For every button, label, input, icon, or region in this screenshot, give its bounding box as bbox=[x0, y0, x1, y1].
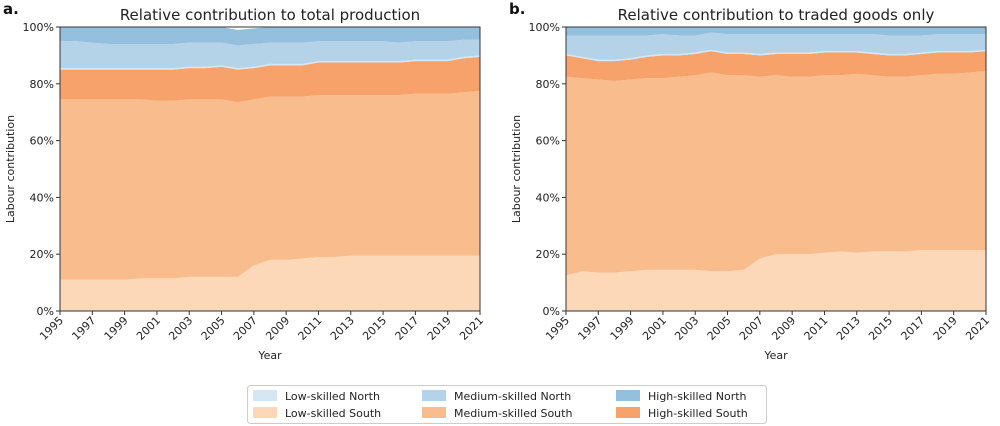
x-tick-label: 2021 bbox=[963, 314, 992, 343]
x-tick-label: 2017 bbox=[393, 314, 422, 343]
legend-swatch-high-skilled-south bbox=[616, 407, 640, 418]
y-tick-label: 60% bbox=[536, 135, 560, 148]
x-tick-label: 2021 bbox=[457, 314, 486, 343]
y-tick-label: 40% bbox=[30, 191, 54, 204]
legend-label: Low-skilled South bbox=[285, 407, 381, 420]
area-medium-skilled-south bbox=[566, 71, 986, 276]
y-tick-label: 80% bbox=[30, 78, 54, 91]
x-tick-label: 2013 bbox=[834, 314, 863, 343]
x-tick-label: 2015 bbox=[866, 314, 895, 343]
area-high-skilled-north bbox=[60, 27, 480, 46]
area-medium-skilled-north bbox=[60, 39, 480, 69]
plot-frame bbox=[565, 26, 987, 312]
area-low-skilled-south bbox=[566, 249, 986, 311]
chart-panel-a: 0%20%40%60%80%100%1995 1997 1999 2001 2003 20… bbox=[3, 0, 486, 362]
x-tick-label: 1997 bbox=[69, 314, 98, 343]
chart-title: Relative contribution to traded goods on… bbox=[618, 6, 935, 24]
x-tick-label: 1999 bbox=[608, 314, 637, 343]
legend-swatch-medium-skilled-north bbox=[422, 390, 446, 401]
y-axis-label: Labour contribution bbox=[510, 115, 523, 223]
area-high-skilled-south bbox=[566, 51, 986, 81]
x-tick-label: 2011 bbox=[802, 314, 831, 343]
x-tick-label: 2019 bbox=[425, 314, 454, 343]
x-tick-label: 2005 bbox=[199, 314, 228, 343]
panel-label: a. bbox=[3, 0, 19, 18]
legend-label: High-skilled South bbox=[648, 407, 748, 420]
area-low-skilled-north bbox=[566, 49, 986, 62]
x-tick-label: 2009 bbox=[769, 314, 798, 343]
x-tick-label: 2001 bbox=[640, 314, 669, 343]
x-tick-label: 2003 bbox=[672, 314, 701, 343]
x-tick-label: 2013 bbox=[328, 314, 357, 343]
x-axis-label: Year bbox=[257, 349, 282, 362]
y-tick-label: 40% bbox=[536, 191, 560, 204]
y-tick-label: 20% bbox=[30, 248, 54, 261]
area-medium-skilled-north bbox=[566, 32, 986, 60]
x-tick-label: 2007 bbox=[737, 314, 766, 343]
legend-swatch-low-skilled-south bbox=[253, 407, 277, 418]
area-low-skilled-south bbox=[60, 255, 480, 311]
legend-label: Medium-skilled North bbox=[454, 390, 571, 403]
chart-panel-b: 0%20%40%60%80%100%1995 1997 1999 2001 2003 20… bbox=[509, 0, 992, 362]
area-high-skilled-south bbox=[60, 56, 480, 103]
x-tick-label: 2009 bbox=[263, 314, 292, 343]
x-tick-label: 2005 bbox=[705, 314, 734, 343]
y-tick-label: 80% bbox=[536, 78, 560, 91]
y-tick-label: 20% bbox=[536, 248, 560, 261]
y-axis-label: Labour contribution bbox=[4, 115, 17, 223]
legend-swatch-high-skilled-north bbox=[616, 390, 640, 401]
x-tick-label: 2003 bbox=[166, 314, 195, 343]
chart-title: Relative contribution to total productio… bbox=[120, 6, 420, 24]
legend-label: Medium-skilled South bbox=[454, 407, 572, 420]
x-tick-label: 2007 bbox=[231, 314, 260, 343]
legend-swatch-low-skilled-north bbox=[253, 390, 277, 401]
x-tick-label: 1997 bbox=[575, 314, 604, 343]
y-tick-label: 60% bbox=[30, 135, 54, 148]
x-tick-label: 1995 bbox=[37, 314, 66, 343]
y-tick-label: 100% bbox=[23, 21, 54, 34]
y-tick-label: 100% bbox=[529, 21, 560, 34]
x-tick-label: 2015 bbox=[360, 314, 389, 343]
plot-frame bbox=[59, 26, 481, 312]
area-medium-skilled-south bbox=[60, 90, 480, 280]
y-tick-label: 0% bbox=[543, 305, 560, 318]
legend-label: High-skilled North bbox=[648, 390, 747, 403]
panel-label: b. bbox=[509, 0, 525, 18]
x-tick-label: 2019 bbox=[931, 314, 960, 343]
x-tick-label: 2017 bbox=[899, 314, 928, 343]
x-tick-label: 2011 bbox=[296, 314, 325, 343]
x-axis-label: Year bbox=[763, 349, 788, 362]
y-tick-label: 0% bbox=[37, 305, 54, 318]
area-high-skilled-north bbox=[566, 27, 986, 36]
legend: Low-skilled North Low-skilled South Medium… bbox=[247, 385, 767, 424]
x-tick-label: 2001 bbox=[134, 314, 163, 343]
legend-label: Low-skilled North bbox=[285, 390, 380, 403]
legend-swatch-medium-skilled-south bbox=[422, 407, 446, 418]
x-tick-label: 1999 bbox=[102, 314, 131, 343]
x-tick-label: 1995 bbox=[543, 314, 572, 343]
